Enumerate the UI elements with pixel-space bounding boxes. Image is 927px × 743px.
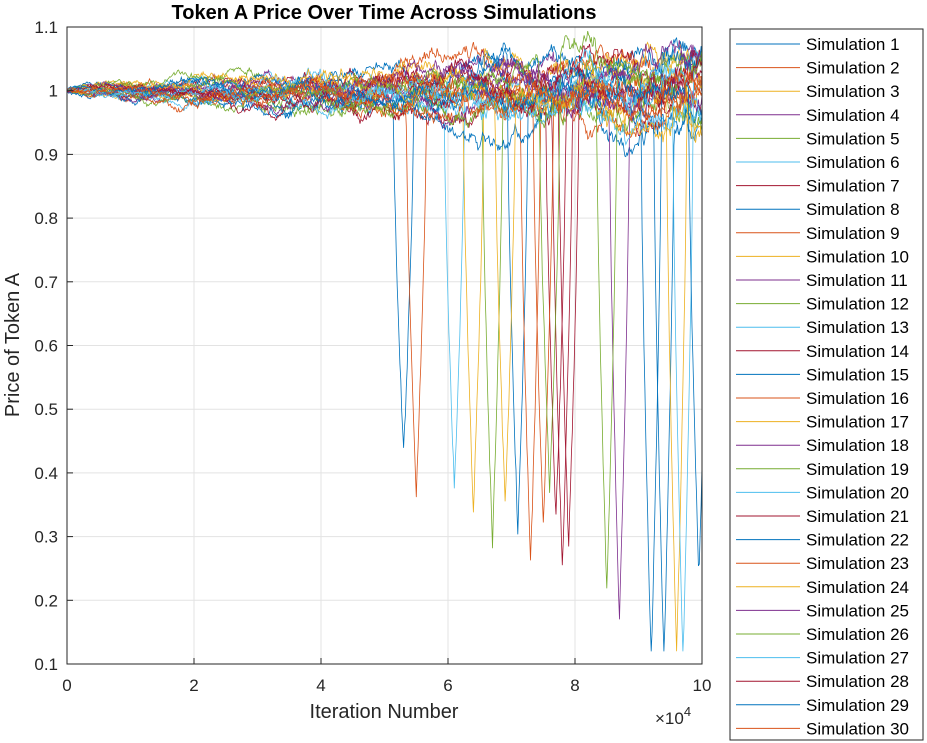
x-tick-label: 2 (189, 676, 198, 695)
legend-item[interactable]: Simulation 6 (736, 153, 900, 172)
y-tick-label: 0.1 (34, 655, 58, 674)
legend-item[interactable]: Simulation 30 (736, 719, 909, 738)
chart-title: Token A Price Over Time Across Simulatio… (172, 2, 597, 24)
legend-item[interactable]: Simulation 19 (736, 460, 909, 479)
x-tick-label: 6 (443, 676, 452, 695)
legend-label: Simulation 20 (806, 483, 909, 502)
legend-item[interactable]: Simulation 8 (736, 200, 900, 219)
legend-label: Simulation 2 (806, 59, 900, 78)
legend-box (729, 28, 924, 741)
y-tick-label: 0.8 (34, 209, 58, 228)
legend-label: Simulation 11 (806, 271, 908, 290)
x-tick-label: 10 (693, 676, 712, 695)
series-line-29 (66, 75, 703, 567)
grid-lines (67, 27, 702, 664)
legend-label: Simulation 26 (806, 625, 909, 644)
x-tick-label: 0 (62, 676, 71, 695)
y-tick-label: 0.9 (34, 145, 58, 164)
y-tick-label: 0.6 (34, 337, 58, 356)
legend-item[interactable]: Simulation 27 (736, 649, 909, 668)
legend-item[interactable]: Simulation 28 (736, 672, 909, 691)
legend-label: Simulation 17 (806, 413, 909, 432)
series-line-21 (66, 43, 703, 547)
legend-item[interactable]: Simulation 14 (736, 342, 909, 361)
legend-item[interactable]: Simulation 10 (736, 247, 909, 266)
legend-label: Simulation 5 (806, 129, 900, 148)
legend-label: Simulation 24 (806, 578, 909, 597)
legend-label: Simulation 21 (806, 507, 909, 526)
series-line-30 (66, 70, 703, 122)
series-line-25 (66, 39, 703, 119)
y-tick-label: 1 (49, 82, 58, 101)
legend-item[interactable]: Simulation 21 (736, 507, 909, 526)
legend-label: Simulation 12 (806, 295, 909, 314)
legend-label: Simulation 28 (806, 672, 909, 691)
series-line-23 (66, 72, 703, 121)
y-tick-label: 0.3 (34, 528, 58, 547)
legend-label: Simulation 27 (806, 649, 909, 668)
legend-item[interactable]: Simulation 13 (736, 318, 909, 337)
legend-item[interactable]: Simulation 4 (736, 106, 900, 125)
legend-item[interactable]: Simulation 26 (736, 625, 909, 644)
x-axis-ticks: 0 2 4 6 8 10 (62, 658, 711, 695)
legend-item[interactable]: Simulation 1 (736, 35, 900, 54)
legend-label: Simulation 9 (806, 224, 900, 243)
legend-label: Simulation 18 (806, 436, 909, 455)
legend-label: Simulation 10 (806, 247, 909, 266)
legend[interactable]: Simulation 1 Simulation 2 Simulation 3 Simu… (729, 28, 924, 741)
x-tick-label: 4 (316, 676, 325, 695)
legend-item[interactable]: Simulation 5 (736, 129, 900, 148)
legend-label: Simulation 25 (806, 601, 909, 620)
legend-label: Simulation 22 (806, 531, 909, 550)
legend-label: Simulation 30 (806, 719, 909, 738)
legend-item[interactable]: Simulation 2 (736, 59, 900, 78)
legend-item[interactable]: Simulation 11 (736, 271, 908, 290)
legend-label: Simulation 14 (806, 342, 909, 361)
legend-item[interactable]: Simulation 20 (736, 483, 909, 502)
legend-label: Simulation 19 (806, 460, 909, 479)
x-axis-label: Iteration Number (310, 701, 459, 723)
y-tick-label: 0.2 (34, 591, 58, 610)
legend-label: Simulation 16 (806, 389, 909, 408)
legend-item[interactable]: Simulation 7 (736, 177, 900, 196)
legend-label: Simulation 23 (806, 554, 909, 573)
y-tick-label: 0.7 (34, 273, 58, 292)
legend-item[interactable]: Simulation 29 (736, 696, 909, 715)
x-tick-label: 8 (570, 676, 579, 695)
legend-item[interactable]: Simulation 22 (736, 531, 909, 550)
legend-label: Simulation 15 (806, 365, 909, 384)
y-tick-label: 0.4 (34, 464, 58, 483)
legend-label: Simulation 29 (806, 696, 909, 715)
legend-item[interactable]: Simulation 15 (736, 365, 909, 384)
y-tick-label: 1.1 (34, 18, 58, 37)
legend-label: Simulation 3 (806, 82, 900, 101)
y-tick-label: 0.5 (34, 400, 58, 419)
legend-item[interactable]: Simulation 18 (736, 436, 909, 455)
legend-label: Simulation 7 (806, 177, 900, 196)
x-axis-exponent-power: 4 (684, 704, 691, 719)
y-axis-ticks: 0.1 0.2 0.3 0.4 0.5 0.6 0.7 0.8 0.9 1 1.1 (34, 18, 73, 674)
series-line-27 (66, 48, 703, 121)
legend-label: Simulation 4 (806, 106, 900, 125)
series-lines (66, 31, 703, 652)
x-axis-exponent-base: ×10 (655, 709, 684, 728)
y-axis-label: Price of Token A (2, 272, 24, 417)
legend-item[interactable]: Simulation 9 (736, 224, 900, 243)
legend-item[interactable]: Simulation 12 (736, 295, 909, 314)
legend-label: Simulation 1 (806, 35, 900, 54)
legend-label: Simulation 8 (806, 200, 900, 219)
legend-label: Simulation 6 (806, 153, 900, 172)
legend-item[interactable]: Simulation 16 (736, 389, 909, 408)
legend-item[interactable]: Simulation 3 (736, 82, 900, 101)
legend-label: Simulation 13 (806, 318, 909, 337)
legend-item[interactable]: Simulation 17 (736, 413, 909, 432)
legend-item[interactable]: Simulation 25 (736, 601, 909, 620)
legend-item[interactable]: Simulation 24 (736, 578, 909, 597)
x-axis-exponent: ×104 (655, 704, 691, 728)
legend-item[interactable]: Simulation 23 (736, 554, 909, 573)
